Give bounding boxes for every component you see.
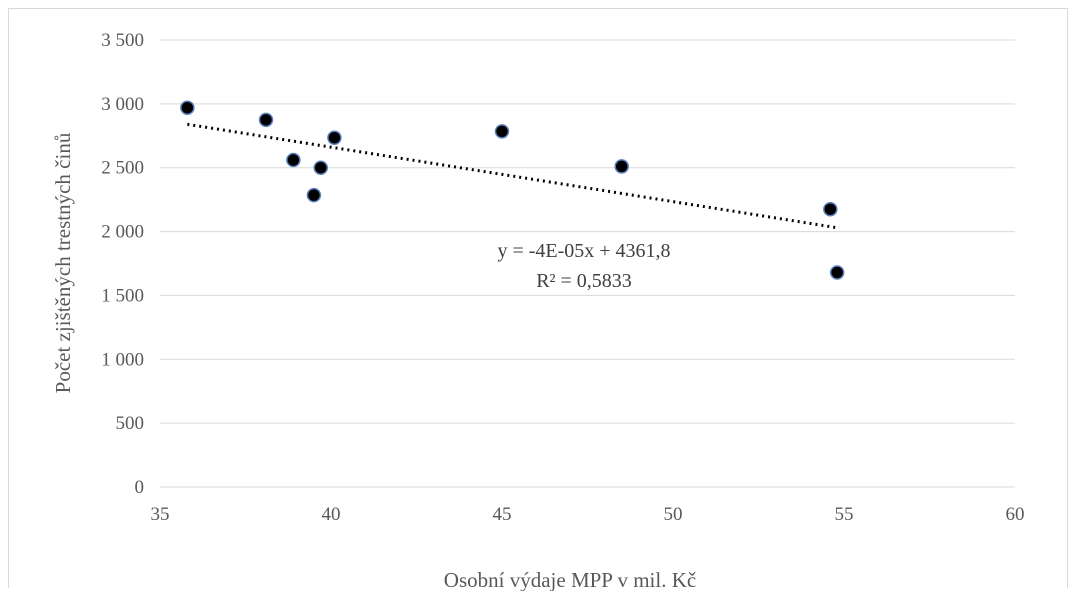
data-point bbox=[327, 130, 342, 145]
x-tick-label: 60 bbox=[1006, 504, 1025, 525]
y-tick-label: 3 500 bbox=[101, 30, 144, 51]
x-axis-ticks: 35 40 45 50 55 60 bbox=[151, 504, 1025, 525]
chart-area bbox=[8, 8, 1068, 588]
gridlines bbox=[160, 39, 1015, 488]
x-axis-title: Osobní výdaje MPP v mil. Kč bbox=[444, 568, 696, 591]
data-point bbox=[306, 187, 322, 203]
trendline-equation: y = -4E-05x + 4361,8 bbox=[497, 240, 670, 262]
data-point bbox=[286, 152, 301, 168]
data-points bbox=[180, 100, 845, 280]
x-tick-label: 55 bbox=[835, 504, 854, 525]
trendline bbox=[187, 122, 838, 230]
x-tick-label: 45 bbox=[493, 504, 512, 525]
y-axis-ticks: 0 500 1 000 1 500 2 000 2 500 3 000 3 500 bbox=[101, 30, 144, 498]
data-point bbox=[829, 265, 845, 280]
x-tick-label: 50 bbox=[664, 504, 683, 525]
data-point bbox=[258, 112, 274, 128]
y-tick-label: 2 500 bbox=[101, 158, 144, 179]
y-tick-label: 1 500 bbox=[101, 285, 144, 306]
data-point bbox=[614, 159, 629, 174]
y-tick-label: 2 000 bbox=[101, 222, 144, 243]
data-point bbox=[823, 201, 838, 217]
data-point bbox=[494, 124, 510, 139]
y-tick-label: 1 000 bbox=[101, 349, 144, 370]
y-tick-label: 500 bbox=[116, 413, 145, 434]
y-tick-label: 0 bbox=[135, 477, 145, 498]
data-point bbox=[180, 100, 195, 115]
y-tick-label: 3 000 bbox=[101, 94, 144, 115]
x-tick-label: 40 bbox=[322, 504, 341, 525]
trendline-group bbox=[187, 122, 838, 230]
data-point bbox=[313, 160, 328, 175]
x-tick-label: 35 bbox=[151, 504, 170, 525]
y-axis-title: Počet zjištěných trestných činů bbox=[51, 132, 75, 393]
trendline-r-squared: R² = 0,5833 bbox=[536, 270, 632, 292]
